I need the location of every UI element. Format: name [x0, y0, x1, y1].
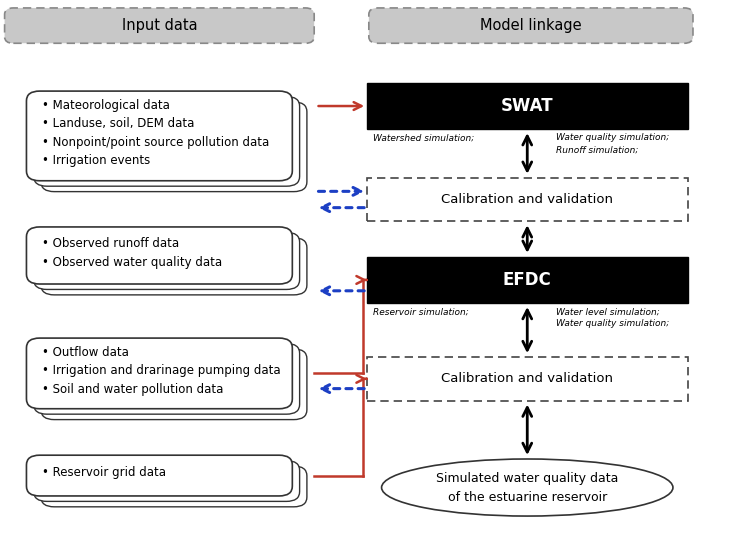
Bar: [367, 257, 688, 303]
Text: Model linkage: Model linkage: [480, 18, 582, 33]
FancyBboxPatch shape: [34, 461, 299, 501]
Bar: [367, 83, 688, 129]
Text: Calibration and validation: Calibration and validation: [441, 372, 614, 385]
FancyBboxPatch shape: [34, 344, 299, 414]
Text: Water level simulation;
Water quality simulation;: Water level simulation; Water quality si…: [556, 307, 669, 328]
FancyBboxPatch shape: [34, 232, 299, 289]
FancyBboxPatch shape: [41, 466, 307, 507]
Text: Calibration and validation: Calibration and validation: [441, 193, 614, 206]
Text: • Mateorological data
• Landuse, soil, DEM data
• Nonpoint/point source pollutio: • Mateorological data • Landuse, soil, D…: [43, 99, 269, 167]
FancyBboxPatch shape: [41, 102, 307, 192]
FancyBboxPatch shape: [41, 349, 307, 419]
Text: • Outflow data
• Irrigation and drarinage pumping data
• Soil and water pollutio: • Outflow data • Irrigation and drarinag…: [43, 346, 281, 396]
FancyBboxPatch shape: [26, 227, 292, 284]
FancyBboxPatch shape: [34, 97, 299, 186]
Text: • Reservoir grid data: • Reservoir grid data: [43, 466, 167, 479]
Text: SWAT: SWAT: [501, 97, 553, 115]
Text: Simulated water quality data
of the estuarine reservoir: Simulated water quality data of the estu…: [436, 472, 619, 503]
Bar: [367, 178, 688, 221]
Text: Water quality simulation;
Runoff simulation;: Water quality simulation; Runoff simulat…: [556, 133, 669, 154]
Text: Reservoir simulation;: Reservoir simulation;: [373, 307, 468, 316]
FancyBboxPatch shape: [41, 238, 307, 295]
Text: Watershed simulation;: Watershed simulation;: [373, 133, 474, 143]
Text: • Observed runoff data
• Observed water quality data: • Observed runoff data • Observed water …: [43, 237, 222, 268]
Bar: [367, 357, 688, 401]
FancyBboxPatch shape: [26, 455, 292, 496]
FancyBboxPatch shape: [4, 8, 314, 43]
FancyBboxPatch shape: [368, 8, 693, 43]
Ellipse shape: [382, 459, 673, 516]
Text: EFDC: EFDC: [503, 271, 552, 289]
FancyBboxPatch shape: [26, 338, 292, 409]
Text: Input data: Input data: [122, 18, 197, 33]
FancyBboxPatch shape: [26, 91, 292, 181]
